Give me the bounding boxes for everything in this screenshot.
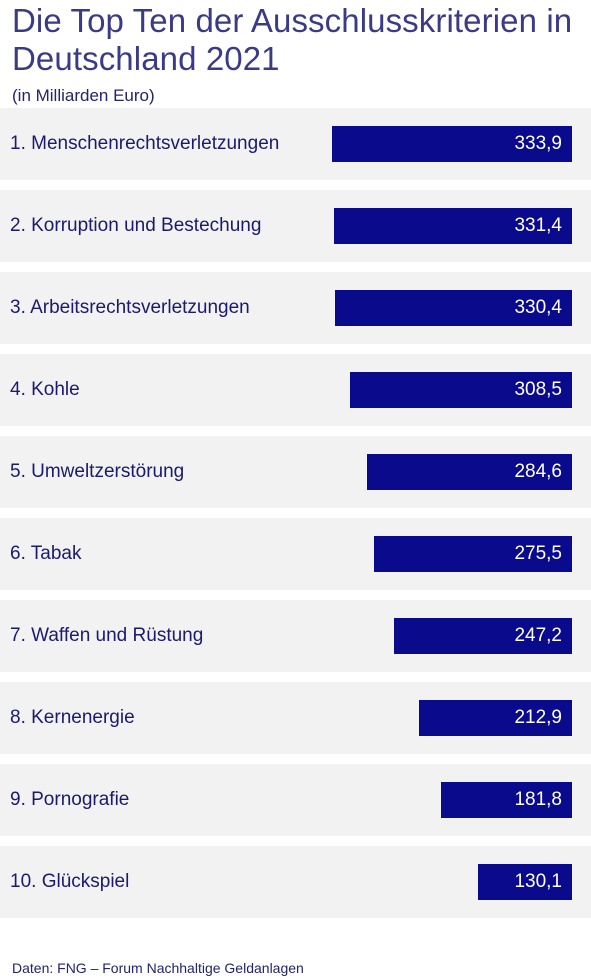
bar: 130,1: [478, 864, 572, 900]
chart-row: 6. Tabak 275,5: [0, 518, 591, 590]
data-label: 308,5: [514, 379, 562, 400]
category-label: 1. Menschenrechtsverletzungen: [10, 133, 280, 154]
category-label: 6. Tabak: [10, 543, 82, 564]
chart-row: 3. Arbeitsrechtsverletzungen 330,4: [0, 272, 591, 344]
data-label: 333,9: [514, 133, 562, 154]
category-label: 4. Kohle: [10, 379, 80, 400]
data-label: 212,9: [514, 707, 562, 728]
data-label: 284,6: [514, 461, 562, 482]
bar: 247,2: [394, 618, 572, 654]
bar: 333,9: [332, 126, 572, 162]
chart-row: 1. Menschenrechtsverletzungen 333,9: [0, 108, 591, 180]
chart-row: 8. Kernenergie 212,9: [0, 682, 591, 754]
data-label: 275,5: [514, 543, 562, 564]
chart-row: 4. Kohle 308,5: [0, 354, 591, 426]
source-note: Daten: FNG – Forum Nachhaltige Geldanlag…: [12, 960, 304, 976]
chart-row: 9. Pornografie 181,8: [0, 764, 591, 836]
data-label: 181,8: [514, 789, 562, 810]
data-label: 331,4: [514, 215, 562, 236]
category-label: 10. Glückspiel: [10, 871, 130, 892]
data-label: 130,1: [514, 871, 562, 892]
bar: 212,9: [419, 700, 572, 736]
bar: 330,4: [335, 290, 572, 326]
chart-row: 5. Umweltzerstörung 284,6: [0, 436, 591, 508]
category-label: 9. Pornografie: [10, 789, 130, 810]
chart-row: 2. Korruption und Bestechung 331,4: [0, 190, 591, 262]
data-label: 247,2: [514, 625, 562, 646]
category-label: 7. Waffen und Rüstung: [10, 625, 204, 646]
category-label: 5. Umweltzerstörung: [10, 461, 185, 482]
chart-title: Die Top Ten der Ausschlusskriterien in D…: [12, 2, 573, 77]
category-label: 3. Arbeitsrechtsverletzungen: [10, 297, 250, 318]
bar: 275,5: [374, 536, 572, 572]
bar: 284,6: [367, 454, 572, 490]
data-label: 330,4: [514, 297, 562, 318]
chart-row: 7. Waffen und Rüstung 247,2: [0, 600, 591, 672]
bar: 331,4: [334, 208, 572, 244]
bar: 181,8: [441, 782, 572, 818]
chart-row: 10. Glückspiel 130,1: [0, 846, 591, 918]
category-label: 8. Kernenergie: [10, 707, 135, 728]
bar: 308,5: [350, 372, 572, 408]
chart-subtitle: (in Milliarden Euro): [12, 86, 155, 105]
category-label: 2. Korruption und Bestechung: [10, 215, 262, 236]
